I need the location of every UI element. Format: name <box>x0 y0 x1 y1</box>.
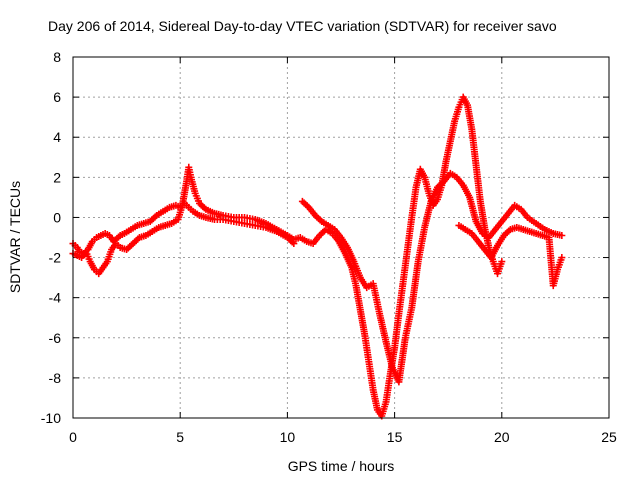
y-tick-label: -4 <box>49 290 62 306</box>
x-tick-label: 15 <box>387 429 403 445</box>
y-tick-label: -10 <box>41 410 61 426</box>
plot-frame <box>72 56 610 419</box>
data-point <box>498 258 506 266</box>
y-tick-label: -2 <box>49 250 62 266</box>
x-tick-label: 0 <box>69 429 77 445</box>
y-tick-label: 8 <box>53 49 61 65</box>
y-tick-label: 2 <box>53 169 61 185</box>
y-tick-label: 0 <box>53 209 61 225</box>
x-axis-label: GPS time / hours <box>288 458 395 474</box>
x-tick-label: 20 <box>494 429 510 445</box>
y-tick-label: 6 <box>53 89 61 105</box>
grid-lines <box>73 57 609 418</box>
y-tick-label: 4 <box>53 129 61 145</box>
chart-title: Day 206 of 2014, Sidereal Day-to-day VTE… <box>48 18 557 34</box>
x-tick-label: 5 <box>176 429 184 445</box>
data-point <box>558 254 566 262</box>
y-axis-label: SDTVAR / TECUs <box>7 181 23 293</box>
data-points <box>69 93 566 420</box>
y-axis-ticks: -10 -8 -6 -4 -2 0 2 4 6 8 <box>41 49 609 426</box>
data-point <box>558 231 566 239</box>
x-tick-label: 10 <box>280 429 296 445</box>
x-tick-label: 25 <box>601 429 617 445</box>
y-tick-label: -6 <box>49 330 62 346</box>
y-tick-label: -8 <box>49 370 62 386</box>
